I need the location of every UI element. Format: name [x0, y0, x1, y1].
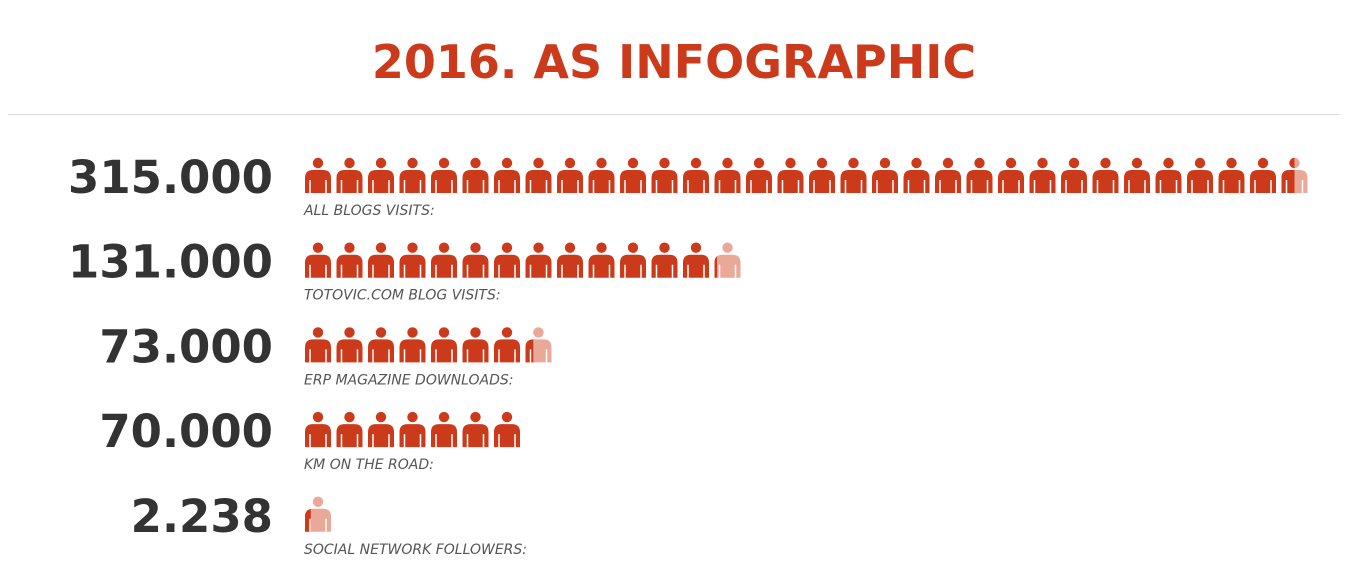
- person-icon: [368, 411, 394, 448]
- person-icon: [336, 157, 363, 193]
- person-icon: [809, 157, 835, 193]
- person-icon: [872, 157, 898, 193]
- person-icon: [651, 157, 678, 193]
- value-label: 2.238: [131, 490, 273, 543]
- category-label: KM ON THE ROAD:: [304, 457, 434, 473]
- person-icon: [368, 157, 394, 193]
- person-icon: [494, 242, 520, 278]
- person-icon: [462, 327, 489, 363]
- person-icon: [714, 157, 741, 193]
- person-icon: [462, 411, 489, 448]
- person-icon: [620, 157, 646, 193]
- person-icon: [431, 327, 457, 363]
- person-icon: [935, 157, 961, 193]
- person-icon: [368, 242, 394, 278]
- value-label: 73.000: [99, 320, 273, 373]
- person-icon: [651, 242, 678, 278]
- person-icon: [494, 411, 520, 448]
- person-icon: [998, 157, 1024, 193]
- person-icon: [431, 411, 457, 448]
- person-icon: [746, 157, 772, 193]
- person-icon: [525, 242, 552, 278]
- person-icon: [462, 242, 489, 278]
- person-icon: [1155, 157, 1182, 193]
- value-label: 70.000: [99, 405, 273, 458]
- person-icon: [336, 242, 363, 278]
- person-icon: [1187, 157, 1213, 193]
- person-icon: [431, 242, 457, 278]
- person-icon: [1092, 157, 1119, 193]
- person-icon: [777, 157, 804, 193]
- person-icon: [683, 242, 709, 278]
- person-icon: [336, 327, 363, 363]
- person-icon: [399, 242, 426, 278]
- person-icon: [1218, 157, 1245, 193]
- person-icon: [1250, 157, 1276, 193]
- person-icon: [305, 157, 331, 193]
- person-icon: [1124, 157, 1150, 193]
- person-icon: [588, 242, 615, 278]
- person-icon: [305, 327, 331, 363]
- title: 2016. AS INFOGRAPHIC: [372, 35, 976, 89]
- person-icon: [399, 327, 426, 363]
- person-icon: [714, 242, 741, 278]
- person-icon: [588, 157, 615, 193]
- value-label: 131.000: [68, 236, 273, 289]
- person-icon: [966, 157, 993, 193]
- value-label: 315.000: [68, 151, 273, 204]
- category-label: TOTOVIC.COM BLOG VISITS:: [304, 288, 501, 304]
- person-icon: [683, 157, 709, 193]
- person-icon: [840, 157, 867, 193]
- person-icon: [525, 157, 552, 193]
- person-icon: [431, 157, 457, 193]
- person-icon: [620, 242, 646, 278]
- person-icon: [494, 157, 520, 193]
- category-label: ERP MAGAZINE DOWNLOADS:: [304, 372, 514, 388]
- person-icon: [494, 327, 520, 363]
- person-icon: [525, 327, 552, 363]
- person-icon: [903, 157, 930, 193]
- person-icon: [305, 411, 331, 448]
- category-label: SOCIAL NETWORK FOLLOWERS:: [304, 542, 527, 558]
- person-icon: [1281, 157, 1308, 193]
- person-icon: [368, 327, 394, 363]
- person-icon: [1061, 157, 1087, 193]
- person-icon: [557, 242, 583, 278]
- person-icon: [399, 157, 426, 193]
- person-icon: [305, 242, 331, 278]
- person-icon: [557, 157, 583, 193]
- person-icon: [462, 157, 489, 193]
- person-icon: [305, 496, 331, 532]
- category-label: ALL BLOGS VISITS:: [303, 203, 435, 219]
- person-icon: [1029, 157, 1056, 193]
- person-icon: [399, 411, 426, 448]
- person-icon: [336, 411, 363, 448]
